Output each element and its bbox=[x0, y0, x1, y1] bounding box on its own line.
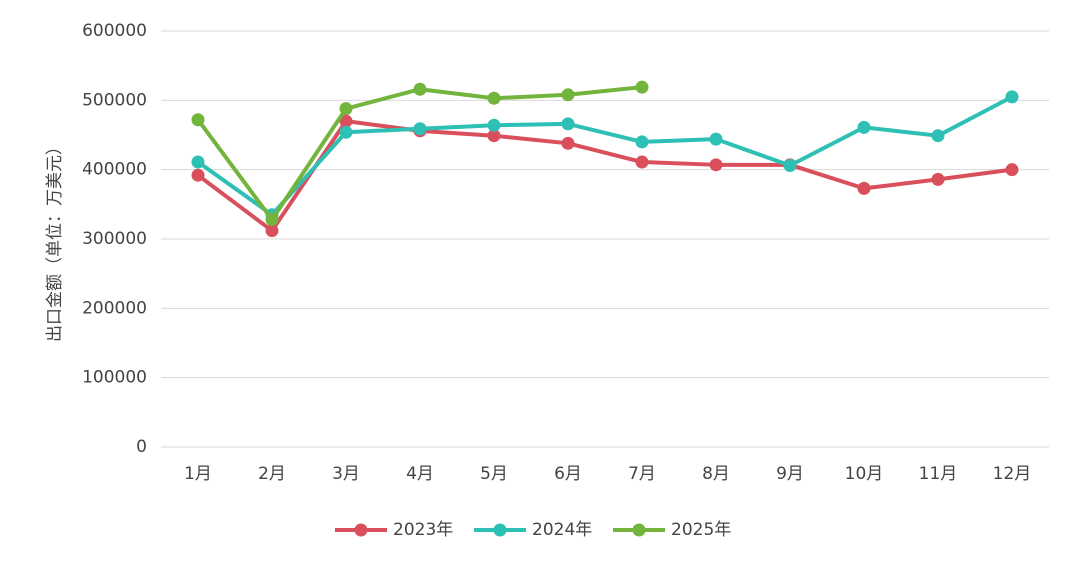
data-point bbox=[191, 113, 205, 127]
legend-marker bbox=[632, 523, 646, 537]
data-point bbox=[265, 224, 279, 238]
x-tick-label: 12月 bbox=[993, 464, 1032, 484]
data-point bbox=[635, 80, 649, 94]
y-tick-label: 300000 bbox=[82, 229, 147, 249]
y-tick-label: 0 bbox=[136, 437, 147, 457]
x-tick-label: 1月 bbox=[184, 464, 212, 484]
data-point bbox=[191, 155, 205, 169]
x-tick-label: 9月 bbox=[776, 464, 804, 484]
legend-label: 2024年 bbox=[532, 520, 592, 540]
data-point bbox=[265, 213, 279, 227]
data-point bbox=[783, 159, 797, 173]
data-point bbox=[413, 122, 427, 136]
x-tick-label: 8月 bbox=[702, 464, 730, 484]
legend-label: 2023年 bbox=[393, 520, 453, 540]
data-point bbox=[191, 168, 205, 182]
data-point bbox=[931, 172, 945, 186]
data-point bbox=[561, 88, 575, 102]
data-point bbox=[561, 136, 575, 150]
y-tick-label: 600000 bbox=[82, 21, 147, 41]
legend-label: 2025年 bbox=[671, 520, 731, 540]
data-point bbox=[635, 135, 649, 149]
data-point bbox=[857, 120, 871, 134]
x-tick-label: 4月 bbox=[406, 464, 434, 484]
legend-marker bbox=[493, 523, 507, 537]
y-tick-label: 200000 bbox=[82, 298, 147, 318]
data-point bbox=[339, 102, 353, 116]
data-point bbox=[339, 114, 353, 128]
data-point bbox=[487, 118, 501, 132]
data-point bbox=[1005, 90, 1019, 104]
x-tick-label: 10月 bbox=[845, 464, 884, 484]
data-point bbox=[857, 181, 871, 195]
x-tick-label: 6月 bbox=[554, 464, 582, 484]
legend-marker bbox=[354, 523, 368, 537]
data-point bbox=[635, 155, 649, 169]
data-point bbox=[487, 129, 501, 143]
data-point bbox=[487, 91, 501, 105]
x-tick-label: 11月 bbox=[919, 464, 958, 484]
x-tick-label: 5月 bbox=[480, 464, 508, 484]
series-line bbox=[196, 85, 643, 222]
data-point bbox=[931, 129, 945, 143]
x-tick-label: 2月 bbox=[258, 464, 286, 484]
y-axis-label: 出口金额（单位：万美元） bbox=[45, 138, 65, 342]
data-point bbox=[413, 82, 427, 96]
data-point bbox=[1005, 163, 1019, 177]
y-tick-label: 400000 bbox=[82, 160, 147, 180]
x-tick-label: 7月 bbox=[628, 464, 656, 484]
data-point bbox=[709, 158, 723, 172]
series-line bbox=[196, 119, 1013, 233]
data-point bbox=[709, 132, 723, 146]
series-line bbox=[196, 95, 1013, 217]
y-tick-label: 100000 bbox=[82, 368, 147, 388]
data-point bbox=[339, 125, 353, 139]
y-tick-label: 500000 bbox=[82, 90, 147, 110]
data-point bbox=[561, 117, 575, 131]
x-tick-label: 3月 bbox=[332, 464, 360, 484]
